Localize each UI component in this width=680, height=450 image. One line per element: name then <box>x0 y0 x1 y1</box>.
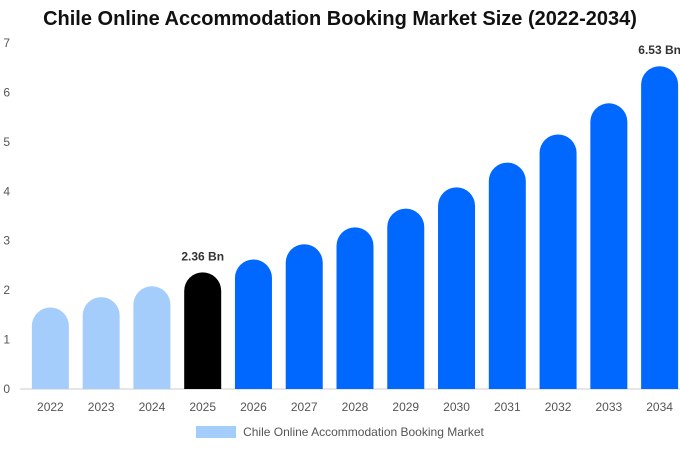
bars-group <box>31 66 679 389</box>
bar-2031 <box>488 162 526 389</box>
y-tick-label: 0 <box>3 382 10 396</box>
bar-2025 <box>184 272 222 389</box>
bar-2029 <box>387 208 425 389</box>
x-tick-label: 2025 <box>189 400 216 414</box>
x-tick-label: 2022 <box>37 400 64 414</box>
bar-2032 <box>539 134 577 389</box>
chart-title: Chile Online Accommodation Booking Marke… <box>43 8 637 30</box>
bar-2030 <box>438 187 476 389</box>
data-label-2025: 2.36 Bn <box>181 249 224 263</box>
y-tick-label: 2 <box>3 283 10 297</box>
x-tick-label: 2030 <box>443 400 470 414</box>
bar-2028 <box>336 227 374 389</box>
x-tick-label: 2026 <box>240 400 267 414</box>
x-tick-label: 2031 <box>494 400 521 414</box>
y-tick-label: 5 <box>3 135 10 149</box>
legend-swatch <box>196 426 237 438</box>
bar-2023 <box>82 297 120 389</box>
x-tick-label: 2029 <box>392 400 419 414</box>
x-tick-label: 2028 <box>342 400 369 414</box>
x-tick-label: 2032 <box>545 400 572 414</box>
bar-2024 <box>133 286 171 389</box>
data-labels-group: 2.36 Bn 6.53 Bn <box>181 43 680 263</box>
y-tick-label: 4 <box>3 184 10 198</box>
x-tick-label: 2027 <box>291 400 318 414</box>
bar-2034 <box>641 66 679 389</box>
bar-2026 <box>234 259 272 389</box>
x-axis: 2022 2023 2024 2025 2026 2027 2028 2029 2030 2031… <box>37 400 673 414</box>
x-tick-label: 2034 <box>646 400 673 414</box>
x-tick-label: 2033 <box>595 400 622 414</box>
y-tick-label: 6 <box>3 85 10 99</box>
bar-2022 <box>31 307 69 389</box>
data-label-2034: 6.53 Bn <box>638 43 680 57</box>
y-tick-label: 3 <box>3 234 10 248</box>
bar-2033 <box>590 103 628 389</box>
bar-2027 <box>285 244 323 389</box>
y-tick-label: 7 <box>3 36 10 50</box>
legend-label: Chile Online Accommodation Booking Marke… <box>243 425 484 439</box>
legend: Chile Online Accommodation Booking Marke… <box>0 425 680 439</box>
y-tick-label: 1 <box>3 333 10 347</box>
x-tick-label: 2023 <box>88 400 115 414</box>
x-tick-label: 2024 <box>139 400 166 414</box>
